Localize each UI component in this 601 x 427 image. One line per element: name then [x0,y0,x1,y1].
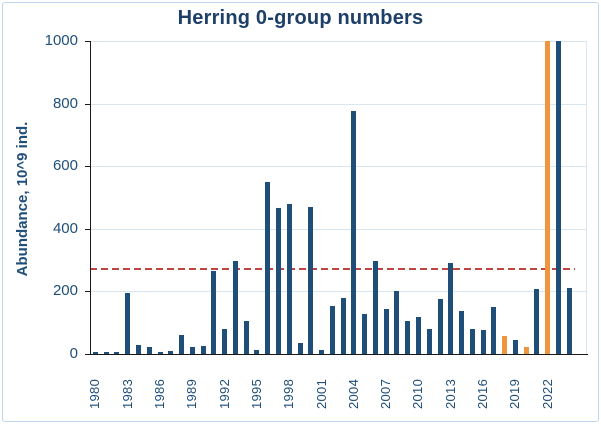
bar-2023 [555,41,561,354]
bar-1982 [114,352,120,354]
x-tick-label-1992: 1992 [216,378,232,409]
y-tick-label-800: 800 [52,94,78,112]
bar-1981 [103,352,109,354]
bar-1980 [92,352,98,354]
bar-2021 [534,288,540,354]
y-tick-mark-800 [85,103,90,105]
x-tick-label-2001: 2001 [313,378,329,409]
x-tick-label-1995: 1995 [248,378,264,409]
bar-2000 [308,206,314,354]
bar-2018 [502,336,508,354]
bar-1983 [125,292,131,354]
x-tick-label-1989: 1989 [184,378,200,409]
bar-1992 [222,328,228,354]
bar-1989 [189,347,195,354]
bar-1997 [275,208,281,354]
mean-dashed-line [90,267,575,270]
bar-2003 [340,298,346,354]
bar-2011 [426,328,432,354]
x-tick-label-2004: 2004 [345,378,361,409]
bar-2006 [372,261,378,354]
bar-1986 [157,351,163,354]
bar-2022 [545,41,551,354]
x-tick-label-1998: 1998 [281,378,297,409]
bar-2024 [566,288,572,354]
bar-1998 [286,204,292,354]
gridline-200 [90,291,586,293]
bar-1994 [243,321,249,354]
bar-1999 [297,343,303,354]
y-tick-mark-1000 [85,41,90,42]
bar-2002 [329,306,335,354]
x-tick-label-2019: 2019 [507,378,523,409]
bar-1988 [179,335,185,354]
y-tick-label-0: 0 [69,345,78,362]
x-tick-label-2007: 2007 [378,378,394,409]
x-axis-line [88,354,588,355]
bar-1991 [211,271,217,354]
bar-2001 [319,350,325,354]
bar-2016 [480,329,486,354]
bar-1985 [146,347,152,354]
gridline-600 [90,166,586,168]
bar-1984 [135,345,141,354]
bar-2012 [437,299,443,354]
gridline-800 [90,103,586,105]
bar-2020 [523,346,529,354]
y-tick-mark-400 [85,228,90,230]
x-tick-label-2010: 2010 [410,378,426,409]
bar-2009 [405,320,411,354]
y-tick-label-200: 200 [52,282,78,300]
x-tick-label-2013: 2013 [442,378,458,409]
y-tick-mark-0 [85,354,90,355]
bar-1996 [265,181,271,354]
x-tick-label-2022: 2022 [539,378,555,409]
y-tick-mark-600 [85,166,90,168]
bar-2013 [448,263,454,354]
bar-2004 [351,111,357,354]
y-tick-label-400: 400 [52,219,78,237]
x-tick-label-1986: 1986 [152,378,167,409]
y-tick-label-600: 600 [52,157,78,175]
bar-2005 [362,314,368,354]
bar-1995 [254,350,260,354]
x-tick-label-2016: 2016 [475,378,491,409]
gridline-400 [90,228,586,230]
x-tick-label-1980: 1980 [87,378,103,409]
x-tick-label-1983: 1983 [119,378,135,409]
y-axis-title: Abundance, 10^9 ind. [14,121,31,277]
y-tick-mark-200 [85,291,90,293]
chart-title: Herring 0-group numbers [177,7,424,29]
plot-right-border [586,41,587,354]
bar-2008 [394,291,400,354]
bar-2010 [415,317,421,354]
plot-area [90,41,587,354]
bar-2019 [512,339,518,354]
bar-1990 [200,345,206,354]
y-axis-line [90,41,91,355]
bar-2014 [459,311,465,354]
gridline-1000 [90,41,586,42]
bar-2015 [469,328,475,354]
y-tick-label-1000: 1000 [44,32,78,49]
bar-1987 [168,351,174,354]
bar-2017 [491,306,497,354]
bar-2007 [383,309,389,354]
bar-1993 [232,261,238,354]
